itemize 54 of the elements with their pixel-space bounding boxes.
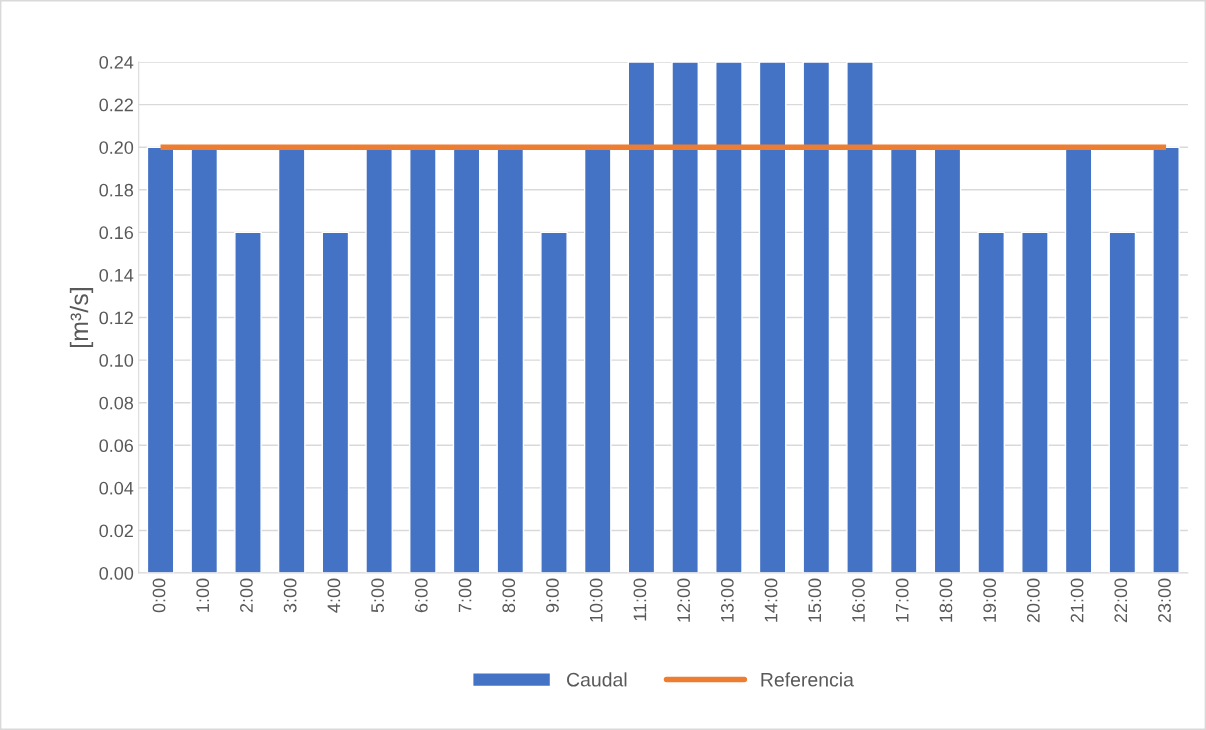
x-tick-label: 12:00 bbox=[677, 578, 691, 622]
x-tick-label: 4:00 bbox=[327, 578, 341, 613]
y-tick-label: 0.12 bbox=[99, 311, 133, 325]
x-tick-label: 17:00 bbox=[895, 578, 909, 622]
bar bbox=[234, 231, 262, 574]
x-tick-label: 11:00 bbox=[633, 578, 647, 621]
x-tick-label: 16:00 bbox=[852, 578, 865, 622]
x-tick-label: 22:00 bbox=[1114, 578, 1128, 623]
legend-label: Referencia bbox=[761, 672, 854, 687]
bar bbox=[802, 62, 831, 574]
bar bbox=[758, 62, 787, 574]
x-tick-label: 7:00 bbox=[458, 578, 472, 613]
bar bbox=[540, 231, 568, 574]
x-tick-label: 18:00 bbox=[939, 578, 953, 622]
bar bbox=[977, 231, 1005, 574]
y-tick-label: 0.08 bbox=[99, 396, 134, 410]
y-tick-label: 0.04 bbox=[99, 481, 134, 495]
bar bbox=[321, 231, 350, 574]
x-tick-label: 5:00 bbox=[371, 578, 384, 613]
x-tick-label: 13:00 bbox=[720, 578, 734, 622]
bar bbox=[715, 62, 743, 574]
y-axis-title: [m³/s] bbox=[69, 288, 94, 348]
x-tick-label: 10:00 bbox=[589, 578, 603, 622]
x-tick-label: 15:00 bbox=[808, 578, 822, 622]
x-tick-label: 1:00 bbox=[196, 578, 210, 612]
y-tick-label: 0.00 bbox=[99, 566, 134, 580]
y-tick-label: 0.24 bbox=[99, 55, 134, 69]
y-tick-label: 0.02 bbox=[99, 524, 133, 538]
x-tick-label: 8:00 bbox=[502, 578, 516, 613]
x-tick-label: 9:00 bbox=[546, 578, 559, 613]
bar bbox=[1152, 146, 1180, 574]
y-tick-label: 0.20 bbox=[99, 141, 134, 154]
bar bbox=[146, 146, 175, 574]
x-tick-label: 21:00 bbox=[1070, 578, 1084, 623]
x-tick-label: 3:00 bbox=[283, 578, 297, 613]
bar bbox=[671, 62, 699, 574]
bar bbox=[627, 62, 656, 574]
y-tick-label: 0.10 bbox=[99, 354, 134, 367]
legend-label: Caudal bbox=[567, 672, 627, 687]
x-tick-label: 23:00 bbox=[1158, 578, 1171, 623]
y-tick-label: 0.14 bbox=[99, 268, 134, 282]
y-tick-label: 0.22 bbox=[99, 98, 133, 112]
x-tick-label: 19:00 bbox=[983, 578, 997, 622]
x-tick-label: 6:00 bbox=[414, 578, 428, 613]
bar bbox=[1021, 231, 1049, 574]
x-tick-label: 0:00 bbox=[152, 578, 166, 613]
bar bbox=[1108, 231, 1137, 574]
x-tick-label: 20:00 bbox=[1026, 578, 1040, 623]
x-tick-label: 14:00 bbox=[764, 578, 778, 622]
bar bbox=[846, 62, 874, 574]
x-tick-label: 2:00 bbox=[240, 578, 253, 613]
y-tick-label: 0.06 bbox=[99, 439, 134, 453]
y-tick-label: 0.16 bbox=[99, 226, 134, 240]
y-tick-label: 0.18 bbox=[99, 183, 134, 197]
